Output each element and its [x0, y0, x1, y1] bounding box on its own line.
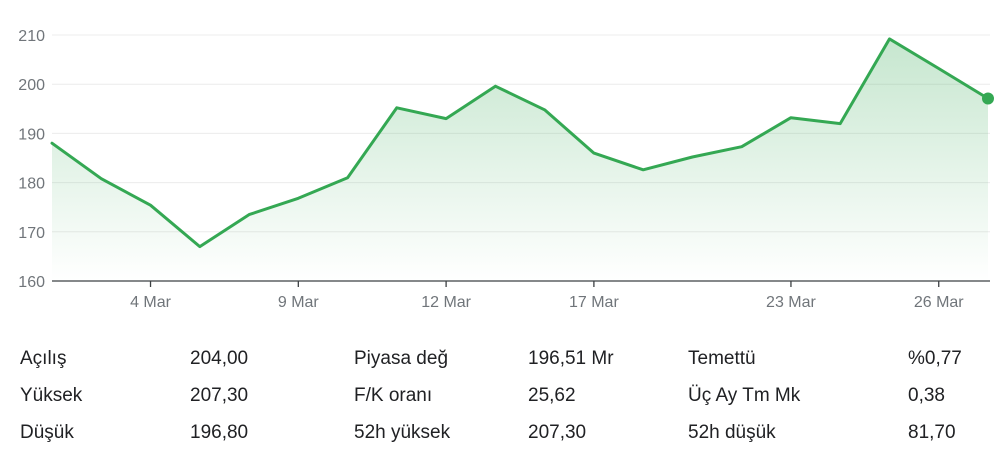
stat-label: F/K oranı — [354, 385, 433, 406]
stat-label: 52h yüksek — [354, 422, 451, 443]
stat-value: 25,62 — [528, 385, 576, 406]
x-tick-label: 26 Mar — [914, 294, 964, 311]
y-tick-label: 170 — [18, 225, 45, 242]
stat-label: Üç Ay Tm Mk — [688, 385, 801, 406]
stat-label: Piyasa değ — [354, 348, 449, 369]
y-tick-label: 190 — [18, 126, 45, 143]
stat-value: 207,30 — [190, 385, 249, 406]
y-axis: 160 170 180 190 200 210 — [18, 28, 45, 291]
stat-label: 52h düşük — [688, 422, 776, 443]
y-tick-label: 200 — [18, 77, 45, 94]
price-chart[interactable]: 160 170 180 190 200 210 4 Mar 9 Mar 12 Mar 17 Ma… — [0, 0, 1003, 320]
x-tick-label: 9 Mar — [278, 294, 320, 311]
stats-table: Açılış 204,00 Piyasa değ 196,51 Mr Temettü %0… — [0, 338, 1003, 458]
price-area — [52, 38, 988, 282]
stat-value: 0,38 — [908, 385, 945, 406]
stat-value: 196,51 Mr — [528, 348, 614, 369]
stat-value: %0,77 — [908, 348, 962, 369]
last-price-marker[interactable] — [982, 92, 994, 105]
y-tick-label: 160 — [18, 274, 45, 291]
y-tick-label: 180 — [18, 176, 45, 193]
x-axis: 4 Mar 9 Mar 12 Mar 17 Mar 23 Mar 26 Mar — [130, 281, 964, 311]
x-tick-label: 17 Mar — [569, 294, 619, 311]
stat-value: 196,80 — [190, 422, 249, 443]
stat-label: Yüksek — [20, 385, 83, 406]
stat-label: Düşük — [20, 422, 74, 443]
stat-value: 207,30 — [528, 422, 587, 443]
x-tick-label: 4 Mar — [130, 294, 172, 311]
stat-label: Açılış — [20, 348, 67, 369]
price-line — [50, 37, 990, 249]
stat-label: Temettü — [688, 348, 756, 369]
x-tick-label: 23 Mar — [766, 294, 816, 311]
stat-value: 81,70 — [908, 422, 956, 443]
x-tick-label: 12 Mar — [421, 294, 471, 311]
stat-value: 204,00 — [190, 348, 249, 369]
y-tick-label: 210 — [18, 28, 45, 45]
